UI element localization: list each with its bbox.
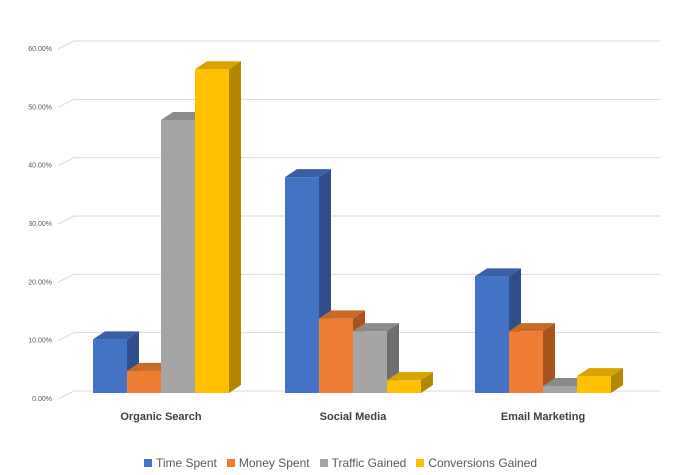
legend-item: Time Spent (143, 456, 217, 470)
gridline-depth (57, 215, 75, 225)
y-tick-label: 10.00% (28, 338, 52, 345)
legend-swatch (143, 459, 152, 467)
legend-label: Time Spent (155, 456, 217, 470)
gridline-depth (57, 273, 75, 283)
y-tick-label: 20.00% (28, 279, 52, 286)
bar (509, 323, 555, 393)
gridline-depth (57, 157, 75, 167)
bar-chart: 0.00% 10.00% 20.00% 30.00% 40.00% 50.00% 60.00… (28, 40, 660, 423)
legend: Time Spent Money Spent Traffic Gained Conve… (0, 452, 681, 474)
gridline-depth (57, 332, 75, 342)
bar (577, 368, 623, 393)
legend-swatch (319, 459, 328, 467)
x-tick-label: Email Marketing (501, 411, 585, 423)
y-tick-label: 30.00% (28, 221, 52, 228)
gridline-depth (57, 98, 75, 108)
gridline-depth (57, 390, 75, 400)
gridline-depth (57, 40, 75, 50)
legend-label: Traffic Gained (331, 456, 407, 470)
y-tick-label: 60.00% (28, 46, 52, 53)
x-axis: Organic Search Social Media Email Marketin… (120, 411, 585, 423)
legend-item: Money Spent (226, 456, 310, 470)
x-tick-label: Social Media (320, 411, 388, 423)
bar (195, 61, 241, 393)
legend-label: Conversions Gained (428, 456, 538, 470)
legend-label: Money Spent (238, 456, 310, 470)
bar (387, 372, 433, 393)
x-tick-label: Organic Search (120, 411, 202, 423)
legend-item: Conversions Gained (416, 456, 537, 470)
y-axis: 0.00% 10.00% 20.00% 30.00% 40.00% 50.00% 60.00… (28, 46, 52, 403)
y-tick-label: 0.00% (32, 396, 52, 403)
bars (93, 61, 623, 393)
legend-item: Traffic Gained (319, 456, 407, 470)
legend-swatch (226, 459, 235, 467)
legend-swatch (416, 459, 425, 467)
y-tick-label: 50.00% (28, 104, 52, 111)
y-tick-label: 40.00% (28, 163, 52, 170)
